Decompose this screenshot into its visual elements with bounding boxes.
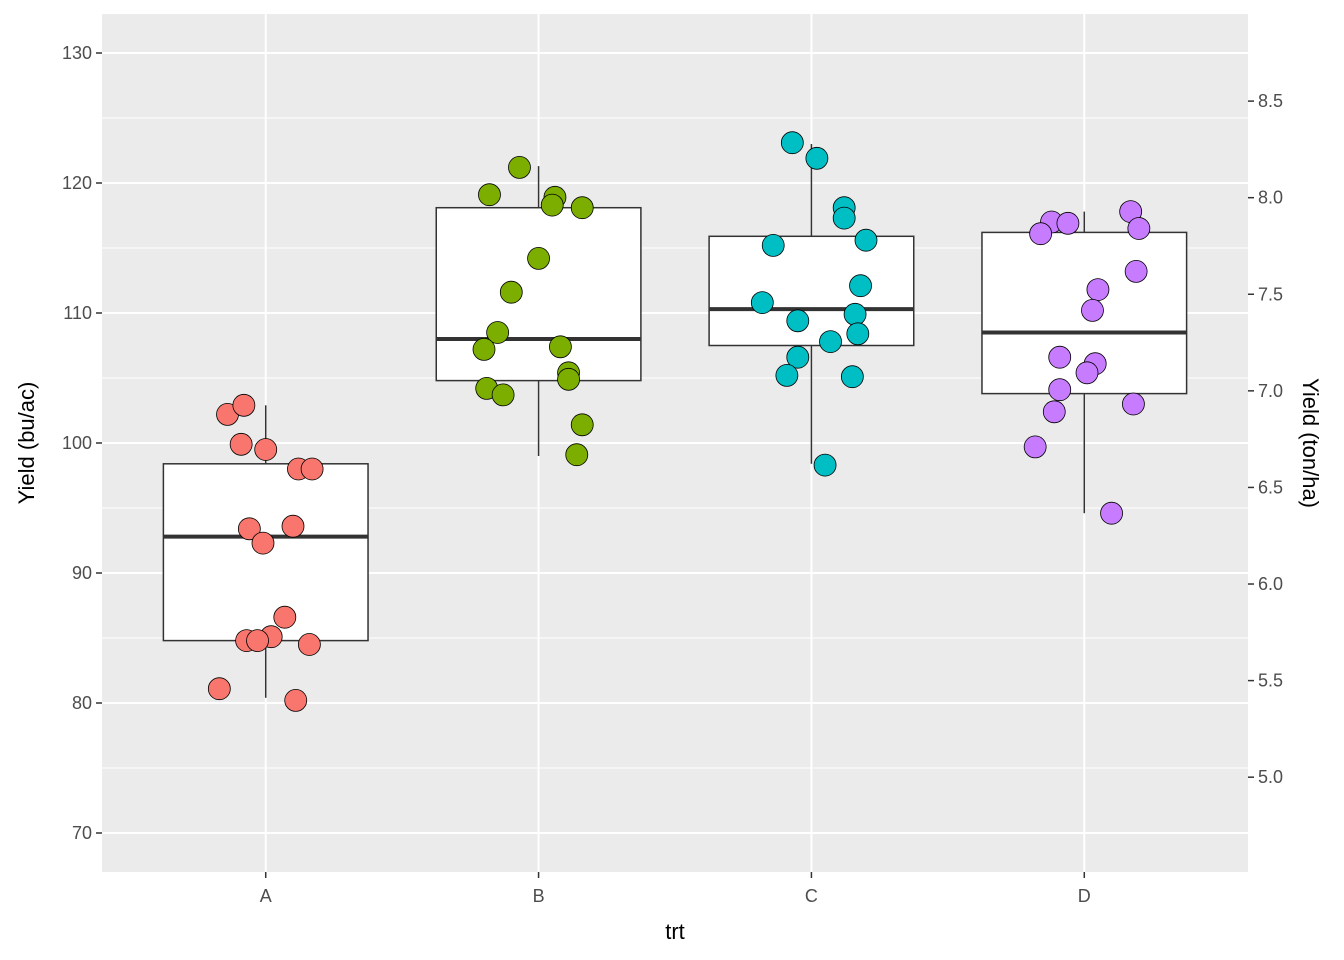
data-point-A <box>254 438 278 461</box>
y-axis-right: 5.0 5.5 6.0 6.5 7.0 7.5 8.0 8.5 <box>1248 91 1283 787</box>
x-tick-label: D <box>1078 886 1091 906</box>
data-point-D <box>1048 345 1072 369</box>
data-point-B <box>472 337 496 361</box>
y-tick-label: 90 <box>72 563 92 583</box>
data-point-A <box>229 432 253 456</box>
data-point-C <box>780 131 804 155</box>
data-point-B <box>491 383 515 407</box>
data-point-B <box>570 413 594 437</box>
data-point-B <box>549 335 572 359</box>
data-point-A <box>232 393 256 417</box>
data-point-C <box>854 228 878 252</box>
y-tick-label: 100 <box>62 433 92 453</box>
y2-tick-label: 5.5 <box>1258 671 1283 691</box>
data-point-B <box>540 193 564 217</box>
y2-tick-label: 8.5 <box>1258 91 1283 111</box>
data-point-C <box>849 274 872 298</box>
y-tick-label: 70 <box>72 823 92 843</box>
y-axis-title: Yield (bu/ac) <box>14 382 39 505</box>
data-point-C <box>832 206 856 230</box>
x-axis-title: trt <box>665 919 685 944</box>
data-point-D <box>1127 217 1151 240</box>
data-point-A <box>237 517 261 541</box>
data-point-B <box>570 196 594 220</box>
y2-tick-label: 5.0 <box>1258 767 1283 787</box>
data-point-B <box>527 246 550 270</box>
y2-tick-label: 6.5 <box>1258 477 1283 497</box>
data-point-C <box>775 363 799 387</box>
data-point-B <box>557 367 580 391</box>
y-tick-label: 120 <box>62 173 92 193</box>
data-point-C <box>846 322 870 346</box>
data-point-C <box>750 291 774 315</box>
x-axis: A B C D <box>260 872 1091 906</box>
x-tick-label: C <box>805 886 818 906</box>
y2-tick-label: 7.0 <box>1258 381 1283 401</box>
data-point-B <box>486 321 510 344</box>
data-point-D <box>1048 378 1072 402</box>
data-point-A <box>246 629 269 652</box>
y2-tick-label: 6.0 <box>1258 574 1283 594</box>
y2-tick-label: 7.5 <box>1258 284 1283 304</box>
box-B <box>435 206 642 382</box>
data-point-C <box>813 453 837 477</box>
y-tick-label: 130 <box>62 43 92 63</box>
y-tick-label: 110 <box>63 303 92 323</box>
y-tick-label: 80 <box>72 693 92 713</box>
boxes <box>162 144 1188 698</box>
data-point-A <box>251 531 275 555</box>
y2-axis-title: Yield (ton/ha) <box>1298 378 1323 508</box>
data-point-D <box>1100 501 1123 525</box>
data-point-B <box>478 183 501 207</box>
data-point-C <box>761 233 785 257</box>
data-point-C <box>843 302 867 326</box>
data-point-B <box>508 155 531 179</box>
points <box>207 131 1151 712</box>
data-point-D <box>1081 298 1104 322</box>
data-point-A <box>273 605 297 629</box>
data-point-D <box>1042 400 1066 424</box>
box-C <box>708 235 915 347</box>
data-point-D <box>1122 392 1145 416</box>
data-point-B <box>499 280 523 304</box>
data-point-D <box>1075 361 1099 385</box>
y2-tick-label: 8.0 <box>1258 188 1283 208</box>
data-point-A <box>297 633 321 656</box>
data-point-B <box>565 443 589 467</box>
data-point-C <box>840 365 864 389</box>
data-point-C <box>805 146 829 170</box>
data-point-A <box>281 514 305 538</box>
data-point-C <box>786 309 810 333</box>
x-tick-label: B <box>533 886 545 906</box>
data-point-D <box>1124 259 1148 283</box>
data-point-D <box>1029 222 1053 246</box>
x-tick-label: A <box>260 886 272 906</box>
data-point-D <box>1056 211 1080 235</box>
data-point-D <box>1023 435 1047 459</box>
data-point-A <box>207 677 231 701</box>
data-point-A <box>284 689 308 712</box>
data-point-C <box>786 345 810 369</box>
data-point-D <box>1086 278 1110 302</box>
data-point-C <box>819 330 842 354</box>
y-axis-left: 70 80 90 100 110 120 130 <box>62 43 102 843</box>
data-point-A <box>300 457 324 481</box>
